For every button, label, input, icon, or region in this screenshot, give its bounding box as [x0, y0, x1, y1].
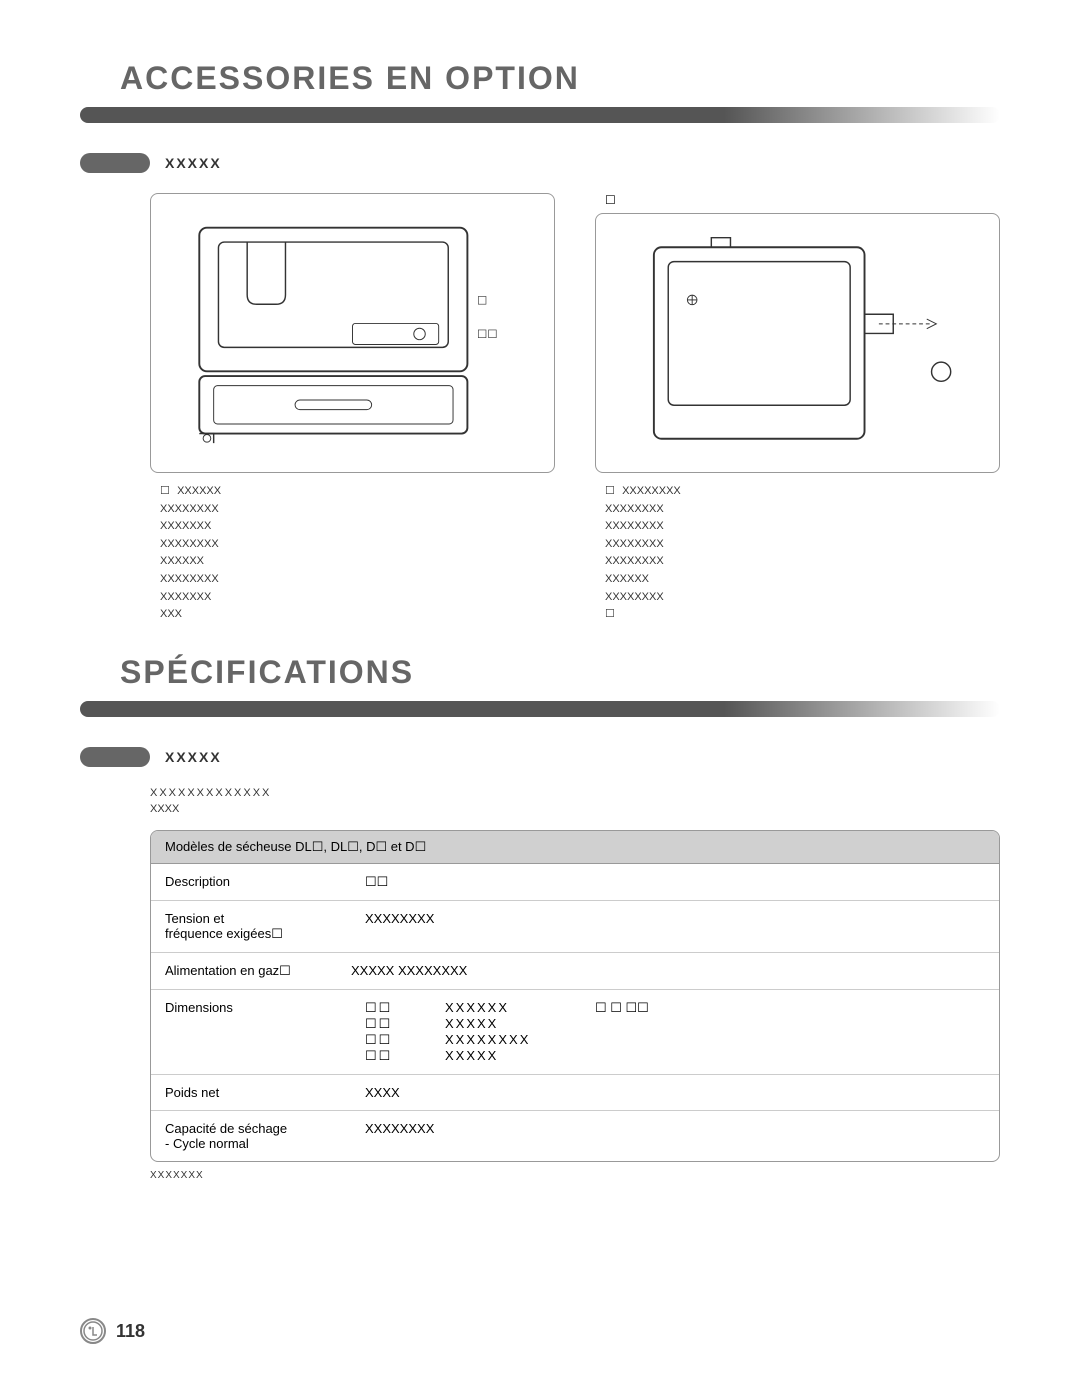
subsection-pill-1	[80, 153, 150, 173]
table-row: Poids net XXXX	[151, 1074, 999, 1110]
lg-logo-icon	[80, 1318, 106, 1344]
diagram-right-box	[595, 213, 1000, 473]
row-gaz-value: XXXXX XXXXXXXX	[351, 952, 999, 989]
specifications-title: SPÉCIFICATIONS	[80, 654, 1000, 691]
row-dimensions-value: ☐☐XXXXXX☐ ☐ ☐☐ ☐☐XXXXX ☐☐XXXXXXXX ☐☐XXXX…	[351, 989, 999, 1074]
cap1-l2: XXXXXXXX	[160, 501, 555, 519]
cap2-l3: XXXXXXXX	[605, 518, 1000, 536]
remarque-title: XXXXXXXXXXXXX	[150, 787, 1000, 799]
accessories-title: ACCESSORIES EN OPTION	[80, 60, 1000, 97]
subsection-label-1: XXXXX	[165, 155, 222, 171]
remarque-block: XXXXXXXXXXXXX XXXX	[80, 787, 1000, 815]
cap2-l5: XXXXXXXX	[605, 553, 1000, 571]
subsection-pill-2	[80, 747, 150, 767]
caption-left: ☐ XXXXXX XXXXXXXX XXXXXXX XXXXXXXX XXXXX…	[150, 483, 555, 624]
cap2-l4: XXXXXXXX	[605, 536, 1000, 554]
spec-table: Modèles de sécheuse DL☐, DL☐, D☐ et D☐ D…	[150, 830, 1000, 1162]
table-header: Modèles de sécheuse DL☐, DL☐, D☐ et D☐	[151, 831, 999, 864]
caption-right: ☐ XXXXXXXX XXXXXXXX XXXXXXXX XXXXXXXX XX…	[595, 483, 1000, 624]
cap1-l3: XXXXXXX	[160, 518, 555, 536]
svg-text:☐: ☐	[477, 295, 487, 307]
table-row: Alimentation en gaz☐ XXXXX XXXXXXXX	[151, 952, 999, 989]
cap1-l6: XXXXXXXX	[160, 571, 555, 589]
section-specifications: SPÉCIFICATIONS XXXXX XXXXXXXXXXXXX XXXX …	[80, 654, 1000, 1181]
footnote: XXXXXXX	[150, 1170, 1000, 1181]
subsection-label-2: XXXXX	[165, 749, 222, 765]
table-row: Capacité de séchage - Cycle normal XXXXX…	[151, 1110, 999, 1161]
caption-marker-2: ☐	[605, 483, 619, 501]
cap1-l5: XXXXXX	[160, 553, 555, 571]
table-row: Description ☐☐	[151, 863, 999, 900]
subsection-header-1: XXXXX	[80, 153, 1000, 173]
page-footer: 118	[80, 1318, 145, 1344]
cap1-l1: XXXXXX	[177, 485, 221, 497]
cap2-l2: XXXXXXXX	[605, 501, 1000, 519]
top-marker: ☐	[595, 193, 1000, 207]
cap2-l8: ☐	[605, 606, 1000, 624]
section-accessories: ACCESSORIES EN OPTION XXXXX	[80, 60, 1000, 624]
cap2-l7: XXXXXXXX	[605, 589, 1000, 607]
diagram-left-col: ☐ ☐☐ ☐ XXXXXX XXXXXXXX XXXXXXX XXXXXXXX …	[150, 193, 555, 624]
cap1-l8: XXX	[160, 606, 555, 624]
row-dimensions-label: Dimensions	[151, 989, 351, 1074]
row-tension-value: XXXXXXXX	[351, 900, 999, 952]
remarque-text: XXXX	[150, 803, 1000, 815]
page-number: 118	[116, 1321, 145, 1342]
title-underline-2	[80, 701, 1000, 717]
cap1-l7: XXXXXXX	[160, 589, 555, 607]
row-description-value: ☐☐	[351, 863, 999, 900]
dryer-side-illustration	[606, 224, 989, 462]
subsection-header-2: XXXXX	[80, 747, 1000, 767]
table-row: Dimensions ☐☐XXXXXX☐ ☐ ☐☐ ☐☐XXXXX ☐☐XXXX…	[151, 989, 999, 1074]
row-gaz-label: Alimentation en gaz☐	[151, 952, 351, 989]
caption-marker-1: ☐	[160, 483, 174, 501]
row-poids-label: Poids net	[151, 1074, 351, 1110]
row-description-label: Description	[151, 863, 351, 900]
table-row: Tension et fréquence exigées☐ XXXXXXXX	[151, 900, 999, 952]
title-underline-1	[80, 107, 1000, 123]
cap2-l6: XXXXXX	[605, 571, 1000, 589]
row-capacite-value: XXXXXXXX	[351, 1110, 999, 1161]
svg-text:☐☐: ☐☐	[477, 329, 498, 341]
diagram-left-box: ☐ ☐☐	[150, 193, 555, 473]
row-tension-label: Tension et fréquence exigées☐	[151, 900, 351, 952]
row-poids-value: XXXX	[351, 1074, 999, 1110]
row-capacite-label: Capacité de séchage - Cycle normal	[151, 1110, 351, 1161]
cap1-l4: XXXXXXXX	[160, 536, 555, 554]
diagrams-row: ☐ ☐☐ ☐ XXXXXX XXXXXXXX XXXXXXX XXXXXXXX …	[80, 193, 1000, 624]
diagram-right-col: ☐	[595, 193, 1000, 624]
cap2-l1: XXXXXXXX	[622, 485, 681, 497]
dryer-top-illustration: ☐ ☐☐	[161, 204, 544, 462]
